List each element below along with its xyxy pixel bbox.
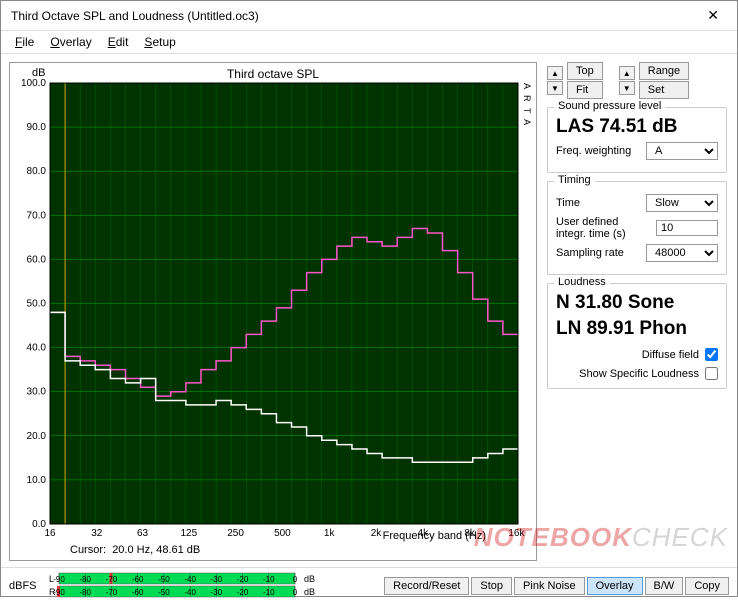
overlay-button[interactable]: Overlay [587, 577, 643, 595]
plot-area: 0.010.020.030.040.050.060.070.080.090.01… [10, 63, 536, 560]
menubar: File Overlay Edit Setup [1, 31, 737, 54]
svg-text:16: 16 [44, 528, 56, 539]
showspec-label: Show Specific Loudness [579, 368, 699, 380]
svg-text:30.0: 30.0 [27, 387, 47, 398]
svg-text:250: 250 [227, 528, 244, 539]
freqw-label: Freq. weighting [556, 145, 631, 157]
integ-input[interactable] [656, 220, 718, 236]
svg-text:-20: -20 [236, 588, 248, 597]
svg-text:-10: -10 [263, 588, 275, 597]
zoom-controls: ▲ ▼ Top Fit ▲ ▼ Range Set [547, 62, 727, 99]
svg-text:40.0: 40.0 [27, 343, 47, 354]
spl-label: Sound pressure level [554, 100, 665, 112]
set-button[interactable]: Set [639, 81, 689, 99]
timing-group: Timing Time Slow User defined integr. ti… [547, 181, 727, 275]
level-meters: LdB-90-80-70-60-50-40-30-20-100RdB-90-80… [47, 572, 317, 600]
loudness-label: Loudness [554, 276, 610, 288]
svg-text:500: 500 [274, 528, 291, 539]
phon-value: LN 89.91 Phon [556, 318, 718, 340]
svg-text:2k: 2k [371, 528, 383, 539]
top-button[interactable]: Top [567, 62, 603, 80]
loudness-group: Loudness N 31.80 Sone LN 89.91 Phon Diff… [547, 283, 727, 389]
svg-text:-20: -20 [236, 575, 248, 584]
cursor-readout: Cursor: 20.0 Hz, 48.61 dB [70, 544, 200, 556]
rate-select[interactable]: 48000 [646, 244, 718, 262]
sone-value: N 31.80 Sone [556, 292, 718, 314]
svg-text:32: 32 [91, 528, 103, 539]
copy-button[interactable]: Copy [685, 577, 729, 595]
rate-label: Sampling rate [556, 247, 624, 259]
svg-text:0: 0 [292, 588, 297, 597]
svg-text:-50: -50 [158, 575, 170, 584]
menu-file[interactable]: File [9, 33, 40, 51]
svg-text:50.0: 50.0 [27, 299, 47, 310]
spl-group: Sound pressure level LAS 74.51 dB Freq. … [547, 107, 727, 173]
fit-button[interactable]: Fit [567, 81, 603, 99]
svg-text:10.0: 10.0 [27, 475, 47, 486]
pinknoise-button[interactable]: Pink Noise [514, 577, 585, 595]
range-down-button[interactable]: ▼ [619, 81, 635, 95]
svg-text:60.0: 60.0 [27, 254, 47, 265]
svg-text:0: 0 [292, 575, 297, 584]
svg-text:-70: -70 [105, 575, 117, 584]
svg-text:100.0: 100.0 [21, 78, 46, 89]
svg-text:-30: -30 [210, 588, 222, 597]
chart: dB Third octave SPL A R T A 0.010.020.03… [9, 62, 537, 561]
menu-overlay[interactable]: Overlay [44, 33, 97, 51]
record-button[interactable]: Record/Reset [384, 577, 469, 595]
top-up-button[interactable]: ▲ [547, 66, 563, 80]
svg-text:-30: -30 [210, 575, 222, 584]
svg-text:-40: -40 [184, 588, 196, 597]
svg-text:70.0: 70.0 [27, 210, 47, 221]
dbfs-label: dBFS [9, 580, 37, 592]
svg-text:-90: -90 [53, 575, 65, 584]
range-up-button[interactable]: ▲ [619, 66, 635, 80]
window-title: Third Octave SPL and Loudness (Untitled.… [11, 9, 259, 23]
diffuse-checkbox[interactable] [705, 348, 718, 361]
time-select[interactable]: Slow [646, 194, 718, 212]
bw-button[interactable]: B/W [645, 577, 684, 595]
integ-label: User defined integr. time (s) [556, 216, 646, 240]
timing-label: Timing [554, 174, 595, 186]
svg-text:-60: -60 [131, 575, 143, 584]
stop-button[interactable]: Stop [471, 577, 512, 595]
svg-text:1k: 1k [324, 528, 336, 539]
svg-text:80.0: 80.0 [27, 166, 47, 177]
menu-edit[interactable]: Edit [102, 33, 135, 51]
close-icon[interactable]: ✕ [699, 7, 727, 24]
svg-text:-70: -70 [105, 588, 117, 597]
svg-text:90.0: 90.0 [27, 122, 47, 133]
svg-text:-50: -50 [158, 588, 170, 597]
range-button[interactable]: Range [639, 62, 689, 80]
svg-text:16k: 16k [508, 528, 525, 539]
svg-text:63: 63 [137, 528, 149, 539]
x-axis-unit: Frequency band (Hz) [383, 530, 486, 542]
top-down-button[interactable]: ▼ [547, 81, 563, 95]
svg-text:-90: -90 [53, 588, 65, 597]
spl-value: LAS 74.51 dB [556, 116, 718, 138]
svg-text:dB: dB [304, 587, 315, 597]
svg-text:-80: -80 [79, 588, 91, 597]
menu-setup[interactable]: Setup [138, 33, 181, 51]
svg-text:-60: -60 [131, 588, 143, 597]
svg-text:125: 125 [180, 528, 197, 539]
svg-text:-10: -10 [263, 575, 275, 584]
svg-text:-80: -80 [79, 575, 91, 584]
showspec-checkbox[interactable] [705, 367, 718, 380]
svg-text:-40: -40 [184, 575, 196, 584]
svg-text:dB: dB [304, 574, 315, 584]
freqw-select[interactable]: A [646, 142, 718, 160]
diffuse-label: Diffuse field [642, 349, 699, 361]
svg-text:20.0: 20.0 [27, 431, 47, 442]
time-label: Time [556, 197, 580, 209]
